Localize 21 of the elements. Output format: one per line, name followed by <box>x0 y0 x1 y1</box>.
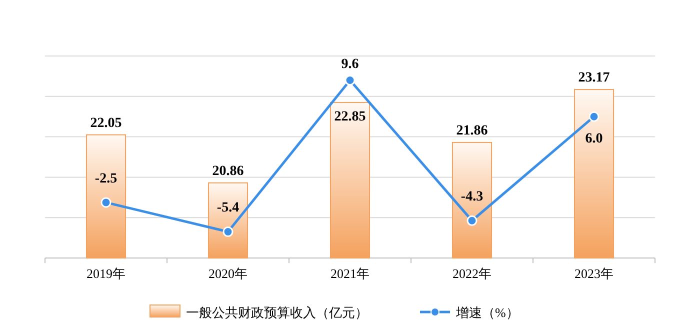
data-label: 21.86 <box>456 123 488 138</box>
x-tick-label: 2019年 <box>86 266 126 281</box>
data-label: 6.0 <box>585 132 603 147</box>
x-tick-label: 2020年 <box>208 266 248 281</box>
data-label: 9.6 <box>341 57 359 72</box>
x-tick-label: 2022年 <box>452 266 492 281</box>
point <box>100 197 112 208</box>
point <box>222 226 234 237</box>
point <box>466 215 478 226</box>
point <box>588 111 600 122</box>
data-label: 23.17 <box>578 70 610 86</box>
data-label: 22.05 <box>90 116 122 131</box>
x-tick-label: 2021年 <box>330 266 370 281</box>
x-tick-label: 2023年 <box>574 266 614 281</box>
legend-label: 增速（%） <box>455 305 519 320</box>
data-label: -2.5 <box>94 171 118 186</box>
legend-label: 一般公共财政预算收入（亿元） <box>186 305 368 320</box>
data-label: -5.4 <box>216 200 240 216</box>
data-label: 20.86 <box>212 164 244 179</box>
data-label: 22.85 <box>334 109 366 124</box>
data-label: -4.3 <box>460 190 484 205</box>
